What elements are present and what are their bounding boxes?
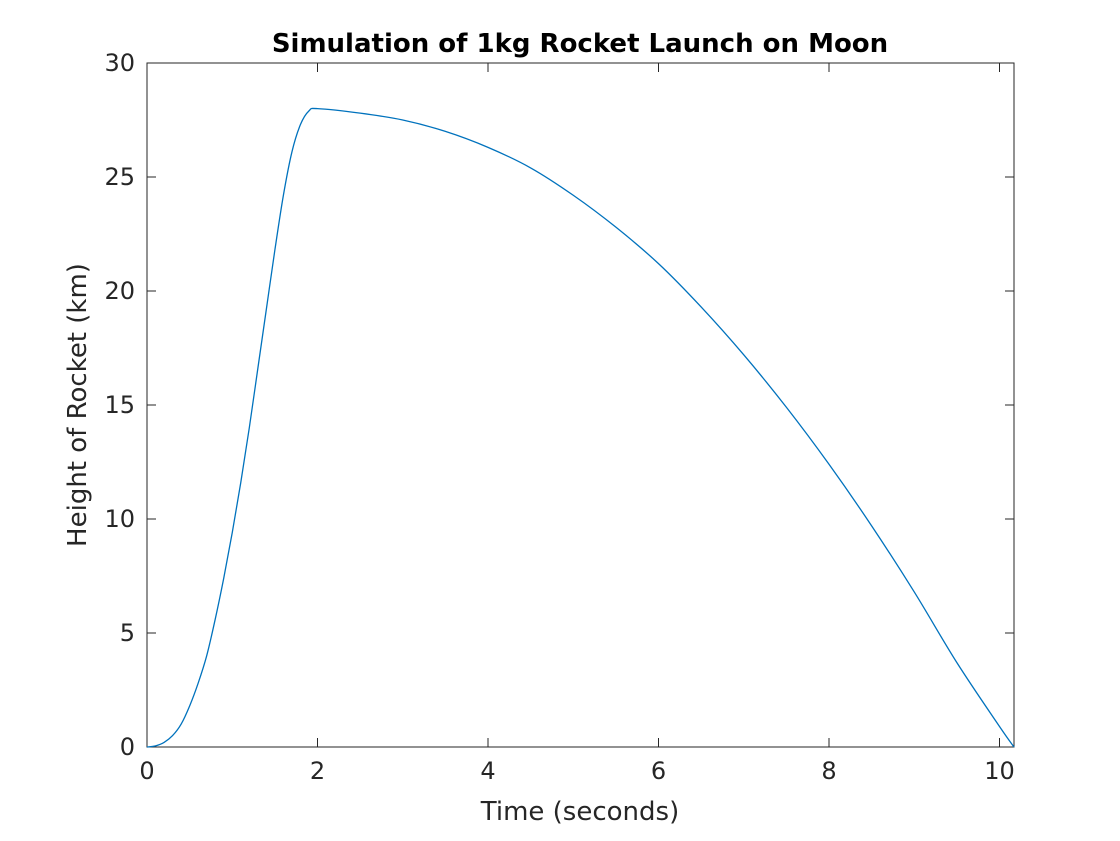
y-tick-label: 0 [120, 733, 135, 761]
series-group [146, 107, 1015, 748]
x-axis-label: Time (seconds) [480, 797, 679, 827]
x-tick-label: 10 [984, 757, 1015, 785]
x-tick-label: 4 [480, 757, 495, 785]
y-tick-label: 30 [104, 49, 135, 77]
rocket-height-series-line [146, 107, 1015, 748]
x-tick-label: 0 [139, 757, 154, 785]
y-axis-label: Height of Rocket (km) [63, 263, 93, 547]
y-axis-ticks: 0 5 10 15 20 25 30 [104, 49, 1014, 761]
chart-title: Simulation of 1kg Rocket Launch on Moon [272, 29, 888, 59]
x-tick-label: 2 [310, 757, 325, 785]
y-tick-label: 5 [120, 619, 135, 647]
y-tick-label: 15 [104, 391, 135, 419]
y-tick-label: 25 [104, 163, 135, 191]
x-axis-ticks: 0 2 4 6 8 10 [139, 63, 1015, 785]
x-tick-label: 6 [651, 757, 666, 785]
y-tick-label: 10 [104, 505, 135, 533]
x-tick-label: 8 [821, 757, 836, 785]
y-tick-label: 20 [104, 277, 135, 305]
